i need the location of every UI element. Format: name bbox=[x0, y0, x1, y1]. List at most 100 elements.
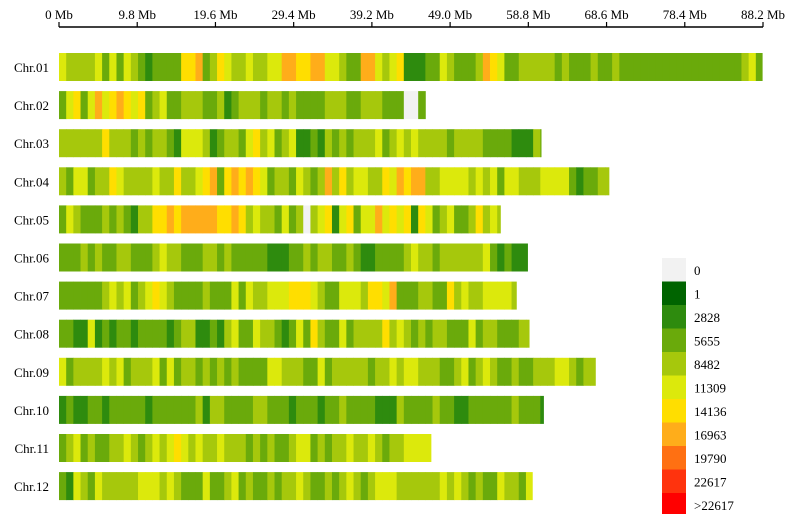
density-bin bbox=[461, 472, 469, 501]
density-bin bbox=[245, 472, 254, 501]
density-bin bbox=[353, 91, 362, 120]
density-bin bbox=[490, 205, 498, 234]
density-bin bbox=[331, 205, 340, 234]
density-bin bbox=[597, 53, 606, 81]
density-bin bbox=[109, 472, 117, 501]
density-bin bbox=[260, 167, 268, 196]
density-bin bbox=[691, 53, 699, 81]
density-bin bbox=[260, 53, 268, 81]
density-bin bbox=[367, 205, 376, 234]
density-bin bbox=[80, 129, 89, 158]
density-bin bbox=[188, 472, 196, 501]
density-bin bbox=[238, 319, 247, 348]
density-bin bbox=[662, 53, 671, 81]
density-bin bbox=[317, 205, 326, 234]
density-bin bbox=[439, 357, 448, 386]
chromosome-label: Chr.10 bbox=[14, 403, 49, 418]
density-bin bbox=[281, 357, 290, 386]
density-bin bbox=[439, 319, 448, 348]
density-bin bbox=[80, 357, 89, 386]
density-bin bbox=[130, 319, 139, 348]
density-bin bbox=[317, 434, 326, 462]
density-bin bbox=[202, 395, 211, 424]
density-bin bbox=[166, 357, 175, 386]
density-bin bbox=[324, 243, 333, 272]
density-bin bbox=[547, 357, 556, 386]
density-bin bbox=[576, 167, 584, 196]
density-bin bbox=[411, 129, 419, 158]
density-bin bbox=[367, 281, 376, 310]
density-bin bbox=[324, 53, 333, 81]
density-bin bbox=[145, 53, 153, 81]
density-bin bbox=[274, 53, 283, 81]
density-bin bbox=[116, 53, 125, 81]
density-bin bbox=[525, 472, 533, 501]
density-bin bbox=[102, 395, 110, 424]
density-bin bbox=[159, 129, 168, 158]
density-bin bbox=[152, 319, 160, 348]
density-bin bbox=[238, 434, 247, 462]
density-bin bbox=[518, 357, 527, 386]
density-bin bbox=[482, 319, 491, 348]
density-bin bbox=[303, 281, 311, 310]
density-bin bbox=[231, 319, 239, 348]
density-bin bbox=[396, 357, 405, 386]
density-bin bbox=[525, 319, 530, 348]
density-bin bbox=[181, 91, 189, 120]
density-bin bbox=[130, 53, 139, 81]
density-bin bbox=[346, 53, 354, 81]
density-bin bbox=[181, 434, 189, 462]
density-bin bbox=[87, 395, 96, 424]
density-bin bbox=[339, 472, 347, 501]
density-bin bbox=[102, 205, 110, 234]
density-bin bbox=[130, 434, 139, 462]
density-bin bbox=[403, 53, 412, 81]
density-bin bbox=[274, 434, 283, 462]
density-bin bbox=[281, 243, 290, 272]
density-bin bbox=[504, 129, 512, 158]
density-bin bbox=[145, 205, 153, 234]
density-bin bbox=[102, 319, 110, 348]
density-bin bbox=[159, 472, 168, 501]
density-bin bbox=[217, 281, 225, 310]
density-bin bbox=[375, 129, 383, 158]
density-bin bbox=[267, 243, 275, 272]
density-bin bbox=[339, 129, 347, 158]
x-tick-label: 68.6 Mb bbox=[585, 7, 629, 22]
density-bin bbox=[382, 281, 390, 310]
density-bin bbox=[188, 357, 196, 386]
density-bin bbox=[209, 472, 218, 501]
density-bin bbox=[461, 205, 469, 234]
density-bin bbox=[188, 395, 196, 424]
density-bin bbox=[288, 472, 297, 501]
density-bin bbox=[94, 91, 103, 120]
density-bin bbox=[123, 91, 132, 120]
density-bin bbox=[238, 53, 247, 81]
density-bin bbox=[626, 53, 635, 81]
density-bin bbox=[130, 129, 139, 158]
density-bin bbox=[331, 53, 340, 81]
density-bin bbox=[159, 434, 168, 462]
density-bin bbox=[102, 281, 110, 310]
density-bin bbox=[353, 53, 362, 81]
density-bin bbox=[59, 205, 67, 234]
density-bin bbox=[66, 395, 74, 424]
density-bin bbox=[252, 243, 261, 272]
density-bin bbox=[310, 395, 319, 424]
density-bin bbox=[267, 91, 275, 120]
density-bin bbox=[597, 167, 606, 196]
density-bin bbox=[138, 357, 146, 386]
density-bin bbox=[367, 129, 376, 158]
density-bin bbox=[202, 167, 211, 196]
density-bin bbox=[181, 129, 189, 158]
density-bin bbox=[360, 91, 369, 120]
density-bin bbox=[274, 91, 283, 120]
density-bin bbox=[138, 53, 146, 81]
density-bin bbox=[152, 281, 160, 310]
density-bin bbox=[202, 281, 211, 310]
density-bin bbox=[288, 281, 297, 310]
chromosome-label: Chr.05 bbox=[14, 212, 49, 227]
density-bin bbox=[109, 319, 117, 348]
density-bin bbox=[310, 281, 319, 310]
legend-label: 0 bbox=[694, 263, 701, 278]
